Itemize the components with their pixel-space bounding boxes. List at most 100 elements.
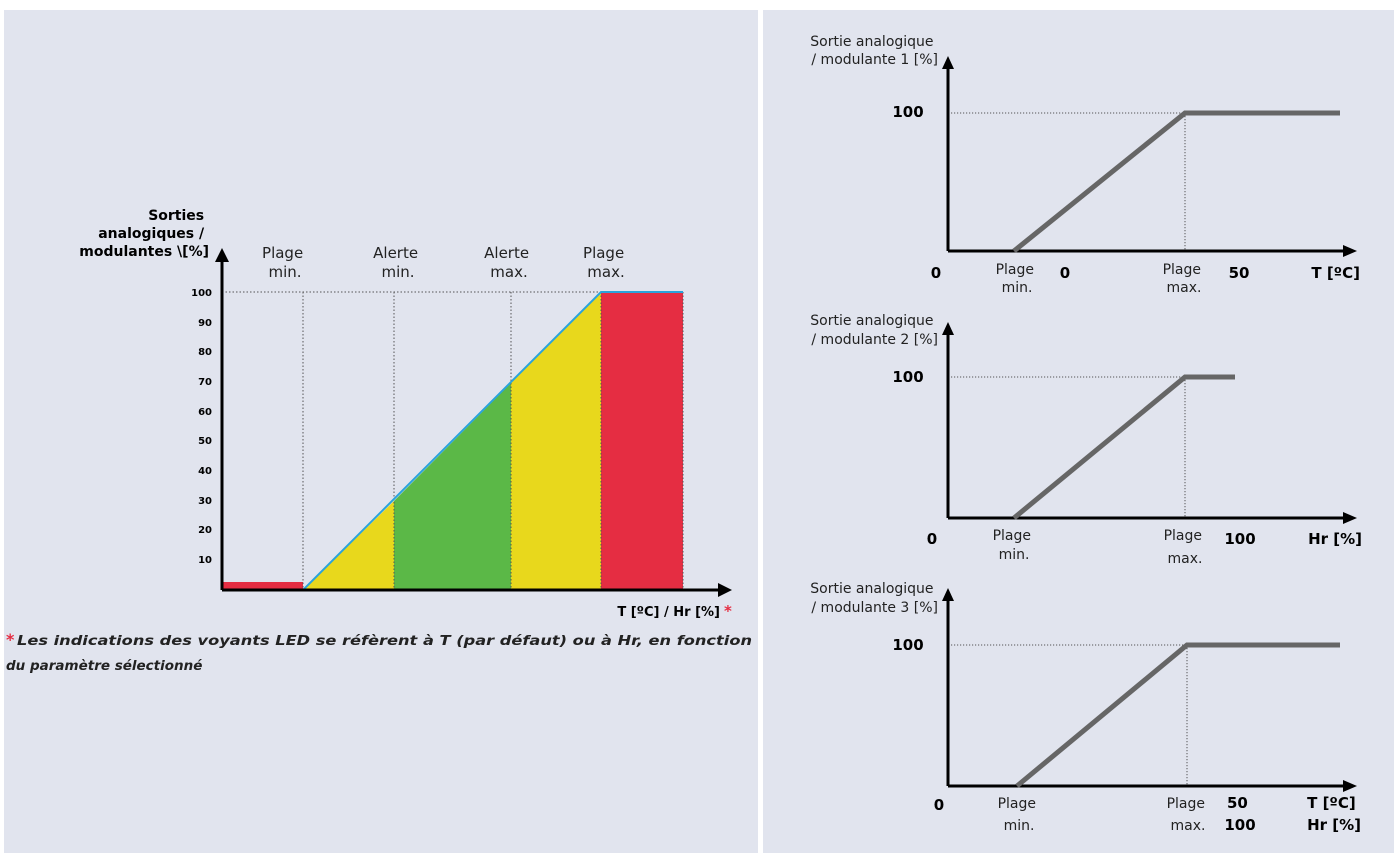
graph-1-xtick: 0: [1060, 264, 1070, 282]
max-label-line: max.: [1167, 280, 1202, 296]
footnote-line2: du paramètre sélectionné: [6, 658, 202, 674]
y-tick: 90: [198, 318, 212, 329]
output-graphs: Sortie analogique / modulante 1 [%] 100 …: [810, 34, 1362, 834]
graph-3-x-arrow: [1343, 780, 1357, 792]
ylabel-line: Sortie analogique: [810, 34, 933, 50]
graph-1-y100: 100: [892, 103, 923, 121]
zone-label-alerte-max: Alerte max.: [484, 244, 534, 281]
graph-1: Sortie analogique / modulante 1 [%] 100 …: [810, 34, 1360, 296]
graph-3-xticks: 50 100: [1224, 794, 1255, 834]
xlabel-line: T [ºC]: [1307, 794, 1356, 812]
min-label-line: min.: [1002, 280, 1033, 296]
y-tick: 10: [198, 555, 212, 566]
graph-2-xlabel: Hr [%]: [1308, 530, 1362, 548]
y-tick: 80: [198, 347, 212, 358]
red-zone-bottom: [222, 582, 303, 590]
xtick: 50: [1227, 794, 1248, 812]
graph-3-xlabel: T [ºC] Hr [%]: [1307, 794, 1361, 834]
zone-label-line: max.: [490, 263, 527, 281]
graph-3-min-label: Plage min.: [998, 796, 1041, 834]
graph-1-max-label: Plage max.: [1163, 262, 1206, 296]
graph-2: Sortie analogique / modulante 2 [%] 100 …: [810, 313, 1362, 567]
graph-1-min-label: Plage min.: [996, 262, 1039, 296]
y-tick: 100: [191, 288, 212, 299]
graph-1-xlabel: T [ºC]: [1311, 264, 1360, 282]
y-tick: 40: [198, 466, 212, 477]
x-axis-star: *: [724, 602, 732, 620]
y-tick: 50: [198, 436, 212, 447]
x-axis-arrow: [718, 583, 732, 597]
zone-label-line: Alerte: [484, 244, 529, 262]
graph-3-y-arrow: [942, 588, 954, 601]
graph-2-x-arrow: [1343, 512, 1357, 524]
y-axis-label-line: analogiques /: [98, 226, 205, 242]
graph-3-max-label: Plage max.: [1167, 796, 1210, 834]
zone-label-plage-max: Plage max.: [583, 244, 629, 281]
yellow-zone-2: [511, 292, 601, 590]
graph-1-x-arrow: [1343, 245, 1357, 257]
y-tick: 30: [198, 496, 212, 507]
y-ticks: 10 20 30 40 50 60 70 80 90 100: [191, 288, 212, 566]
y-axis-label-line: modulantes \[%]: [79, 244, 209, 260]
min-label-line: Plage: [996, 262, 1034, 278]
y-axis-arrow: [215, 248, 229, 262]
graph-2-curve: [1012, 374, 1235, 520]
ylabel-line: Sortie analogique: [810, 581, 933, 597]
graph-3-origin: 0: [934, 796, 944, 814]
y-axis-label: Sorties analogiques / modulantes \[%]: [79, 208, 209, 260]
graph-1-curve: [1012, 110, 1340, 253]
grid-lines: [222, 291, 684, 590]
footnote-line1: Les indications des voyants LED se réfèr…: [17, 633, 752, 649]
zone-label-line: Alerte: [373, 244, 418, 262]
max-label-line: Plage: [1167, 796, 1205, 812]
graph-2-xtick: 100: [1224, 530, 1255, 548]
max-label-line: Plage: [1164, 528, 1202, 544]
graph-1-y-arrow: [942, 56, 954, 69]
right-panel: Sortie analogique / modulante 1 [%] 100 …: [763, 10, 1394, 853]
graph-3-y100: 100: [892, 636, 923, 654]
left-panel: Sorties analogiques / modulantes \[%] 10…: [4, 10, 758, 853]
zone-label-alerte-min: Alerte min.: [373, 244, 423, 281]
y-tick: 20: [198, 525, 212, 536]
graph-2-min-label: Plage min.: [993, 528, 1036, 563]
max-label-line: Plage: [1163, 262, 1201, 278]
ylabel-line: / modulante 3 [%]: [811, 600, 938, 616]
y-tick: 70: [198, 377, 212, 388]
zone-label-line: min.: [268, 263, 301, 281]
main-chart: Sorties analogiques / modulantes \[%] 10…: [6, 208, 752, 674]
ylabel-line: / modulante 1 [%]: [811, 52, 938, 68]
y-axis-label-line: Sorties: [148, 208, 204, 224]
graph-1-xtick: 50: [1229, 264, 1250, 282]
zone-label-line: Plage: [262, 244, 303, 262]
min-label-line: min.: [999, 547, 1030, 563]
min-label-line: Plage: [993, 528, 1031, 544]
zone-labels: Plage min. Alerte min. Alerte max. Plage…: [262, 244, 629, 281]
y-tick: 60: [198, 407, 212, 418]
graph-1-ylabel: Sortie analogique / modulante 1 [%]: [810, 34, 938, 68]
max-label-line: max.: [1171, 818, 1206, 834]
graph-1-origin: 0: [931, 264, 941, 282]
xtick: 100: [1224, 816, 1255, 834]
zone-label-plage-min: Plage min.: [262, 244, 308, 281]
zone-label-line: Plage: [583, 244, 624, 262]
ylabel-line: Sortie analogique: [810, 313, 933, 329]
zone-label-line: min.: [381, 263, 414, 281]
ylabel-line: / modulante 2 [%]: [811, 332, 938, 348]
xlabel-line: Hr [%]: [1307, 816, 1361, 834]
graph-3-ylabel: Sortie analogique / modulante 3 [%]: [810, 581, 938, 616]
footnote-star: *: [6, 630, 15, 649]
min-label-line: min.: [1004, 818, 1035, 834]
green-zone: [394, 383, 511, 590]
x-axis-label: T [ºC] / Hr [%]: [617, 605, 720, 620]
red-zone-top: [601, 292, 683, 590]
graph-2-y100: 100: [892, 368, 923, 386]
graph-2-origin: 0: [927, 530, 937, 548]
min-label-line: Plage: [998, 796, 1036, 812]
max-label-line: max.: [1168, 551, 1203, 567]
graph-3: Sortie analogique / modulante 3 [%] 100 …: [810, 581, 1361, 834]
graph-2-max-label: Plage max.: [1164, 528, 1207, 567]
graph-3-curve: [1015, 642, 1340, 788]
zone-label-line: max.: [587, 263, 624, 281]
graph-2-y-arrow: [942, 322, 954, 335]
graph-2-ylabel: Sortie analogique / modulante 2 [%]: [810, 313, 938, 348]
